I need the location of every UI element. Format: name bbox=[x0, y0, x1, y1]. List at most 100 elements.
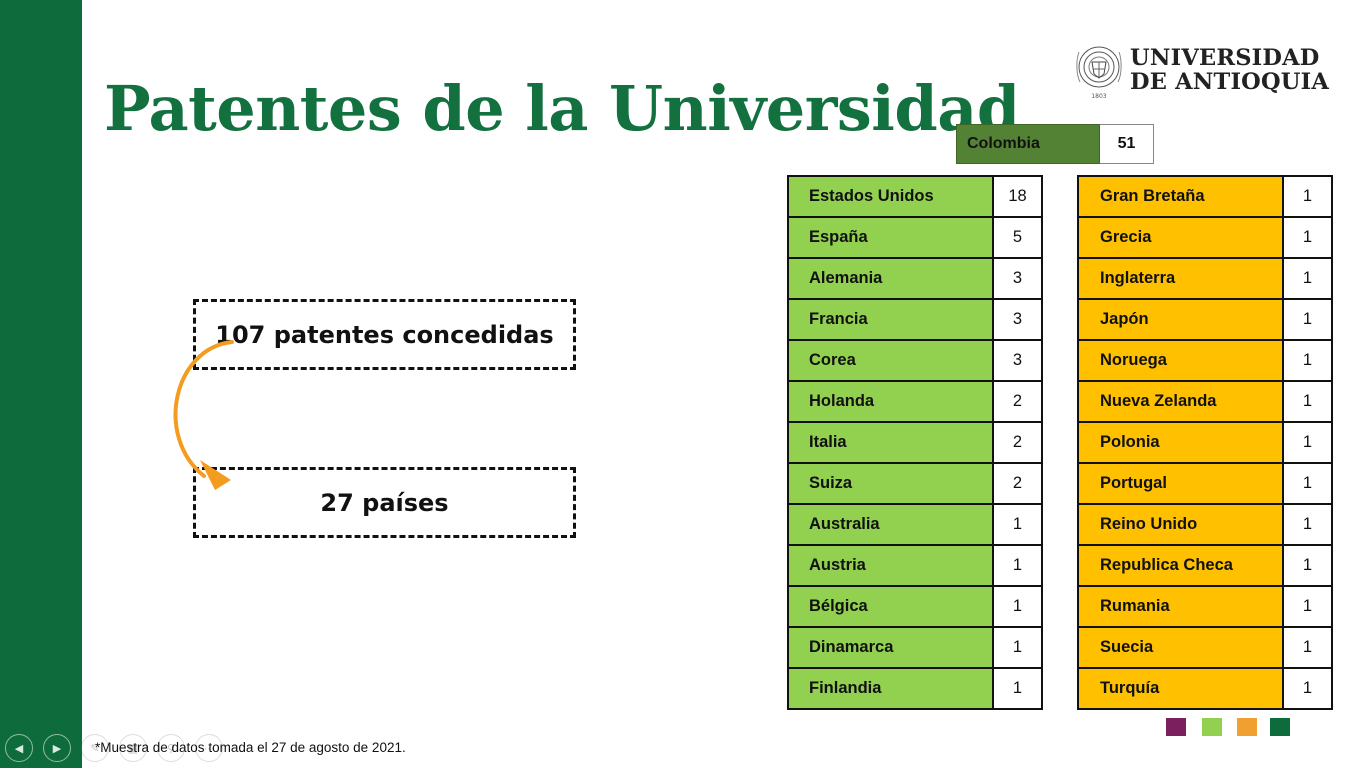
patent-count: 2 bbox=[992, 462, 1043, 505]
patent-count: 1 bbox=[1282, 298, 1333, 341]
pen-icon[interactable]: ✎ bbox=[81, 734, 109, 762]
left-green-sidebar bbox=[0, 0, 82, 768]
country-name: Rumania bbox=[1077, 585, 1284, 628]
footnote: *Muestra de datos tomada el 27 de agosto… bbox=[95, 740, 406, 755]
country-name: Alemania bbox=[787, 257, 994, 300]
patent-count: 3 bbox=[992, 339, 1043, 382]
country-name: Nueva Zelanda bbox=[1077, 380, 1284, 423]
more-options-icon[interactable]: ⋯ bbox=[195, 734, 223, 762]
slides-grid-icon[interactable]: ▦ bbox=[119, 734, 147, 762]
patent-count: 1 bbox=[1282, 421, 1333, 464]
colombia-label: Colombia bbox=[956, 124, 1100, 164]
next-slide-icon[interactable]: ▶ bbox=[43, 734, 71, 762]
country-row: Inglaterra 1 bbox=[1077, 257, 1333, 300]
country-row: Corea 3 bbox=[787, 339, 1043, 382]
page-title: Patentes de la Universidad bbox=[104, 72, 1020, 145]
colombia-row: Colombia 51 bbox=[956, 124, 1154, 164]
country-name: Japón bbox=[1077, 298, 1284, 341]
patent-count: 1 bbox=[1282, 544, 1333, 587]
country-name: Noruega bbox=[1077, 339, 1284, 382]
logo-line-2: DE ANTIOQUIA bbox=[1130, 69, 1329, 95]
patent-count: 2 bbox=[992, 380, 1043, 423]
country-row: Austria 1 bbox=[787, 544, 1043, 587]
countries-count-box: 27 países bbox=[193, 467, 576, 538]
country-name: Francia bbox=[787, 298, 994, 341]
patent-count: 1 bbox=[992, 585, 1043, 628]
country-row: Japón 1 bbox=[1077, 298, 1333, 341]
previous-slide-icon[interactable]: ◀ bbox=[5, 734, 33, 762]
countries-table-right: Gran Bretaña 1 Grecia 1 Inglaterra 1 Japón 1 Nor… bbox=[1077, 175, 1333, 710]
colombia-value: 51 bbox=[1100, 124, 1154, 164]
accent-square-orange bbox=[1237, 718, 1257, 736]
patent-count: 1 bbox=[1282, 175, 1333, 218]
patent-count: 1 bbox=[1282, 585, 1333, 628]
patent-count: 1 bbox=[992, 503, 1043, 546]
accent-square-light-green bbox=[1202, 718, 1222, 736]
patent-count: 1 bbox=[992, 626, 1043, 669]
country-row: Portugal 1 bbox=[1077, 462, 1333, 505]
country-name: Italia bbox=[787, 421, 994, 464]
countries-table-left: Estados Unidos 18 España 5 Alemania 3 Francia 3… bbox=[787, 175, 1043, 710]
country-name: Polonia bbox=[1077, 421, 1284, 464]
country-row: España 5 bbox=[787, 216, 1043, 259]
patent-count: 1 bbox=[1282, 462, 1333, 505]
country-name: Inglaterra bbox=[1077, 257, 1284, 300]
country-row: Holanda 2 bbox=[787, 380, 1043, 423]
country-name: Reino Unido bbox=[1077, 503, 1284, 546]
country-name: Corea bbox=[787, 339, 994, 382]
country-row: Gran Bretaña 1 bbox=[1077, 175, 1333, 218]
country-row: Suecia 1 bbox=[1077, 626, 1333, 669]
country-row: Rumania 1 bbox=[1077, 585, 1333, 628]
zoom-icon[interactable]: ⚲ bbox=[157, 734, 185, 762]
country-row: Estados Unidos 18 bbox=[787, 175, 1043, 218]
country-row: Reino Unido 1 bbox=[1077, 503, 1333, 546]
patent-count: 1 bbox=[1282, 626, 1333, 669]
logo-line-1: UNIVERSIDAD bbox=[1130, 45, 1320, 71]
country-name: Dinamarca bbox=[787, 626, 994, 669]
country-row: Grecia 1 bbox=[1077, 216, 1333, 259]
patent-count: 1 bbox=[1282, 503, 1333, 546]
patent-count: 5 bbox=[992, 216, 1043, 259]
country-row: Dinamarca 1 bbox=[787, 626, 1043, 669]
country-name: Suecia bbox=[1077, 626, 1284, 669]
university-seal-icon: 1803 bbox=[1076, 46, 1122, 100]
country-row: Suiza 2 bbox=[787, 462, 1043, 505]
country-row: Polonia 1 bbox=[1077, 421, 1333, 464]
seal-year: 1803 bbox=[1091, 93, 1106, 100]
country-row: Francia 3 bbox=[787, 298, 1043, 341]
patent-count: 2 bbox=[992, 421, 1043, 464]
country-name: Gran Bretaña bbox=[1077, 175, 1284, 218]
patent-count: 1 bbox=[992, 667, 1043, 710]
country-row: Turquía 1 bbox=[1077, 667, 1333, 710]
country-name: Republica Checa bbox=[1077, 544, 1284, 587]
country-row: Finlandia 1 bbox=[787, 667, 1043, 710]
country-row: Nueva Zelanda 1 bbox=[1077, 380, 1333, 423]
country-row: Republica Checa 1 bbox=[1077, 544, 1333, 587]
country-row: Italia 2 bbox=[787, 421, 1043, 464]
country-row: Bélgica 1 bbox=[787, 585, 1043, 628]
country-row: Australia 1 bbox=[787, 503, 1043, 546]
country-name: Turquía bbox=[1077, 667, 1284, 710]
country-name: Bélgica bbox=[787, 585, 994, 628]
country-name: Suiza bbox=[787, 462, 994, 505]
country-name: Holanda bbox=[787, 380, 994, 423]
patent-count: 1 bbox=[992, 544, 1043, 587]
country-name: Finlandia bbox=[787, 667, 994, 710]
patent-count: 1 bbox=[1282, 257, 1333, 300]
country-name: Portugal bbox=[1077, 462, 1284, 505]
curved-arrow-icon bbox=[173, 340, 234, 490]
university-logo: 1803 UNIVERSIDAD DE ANTIOQUIA bbox=[1074, 40, 1334, 104]
country-row: Alemania 3 bbox=[787, 257, 1043, 300]
accent-square-purple bbox=[1166, 718, 1186, 736]
country-name: Grecia bbox=[1077, 216, 1284, 259]
patent-count: 18 bbox=[992, 175, 1043, 218]
country-name: España bbox=[787, 216, 994, 259]
patent-count: 3 bbox=[992, 257, 1043, 300]
patent-count: 1 bbox=[1282, 667, 1333, 710]
country-name: Estados Unidos bbox=[787, 175, 994, 218]
patents-granted-box: 107 patentes concedidas bbox=[193, 299, 576, 370]
countries-count-text: 27 países bbox=[320, 488, 449, 517]
country-name: Austria bbox=[787, 544, 994, 587]
accent-square-dark-green bbox=[1270, 718, 1290, 736]
patents-granted-text: 107 patentes concedidas bbox=[215, 320, 554, 349]
